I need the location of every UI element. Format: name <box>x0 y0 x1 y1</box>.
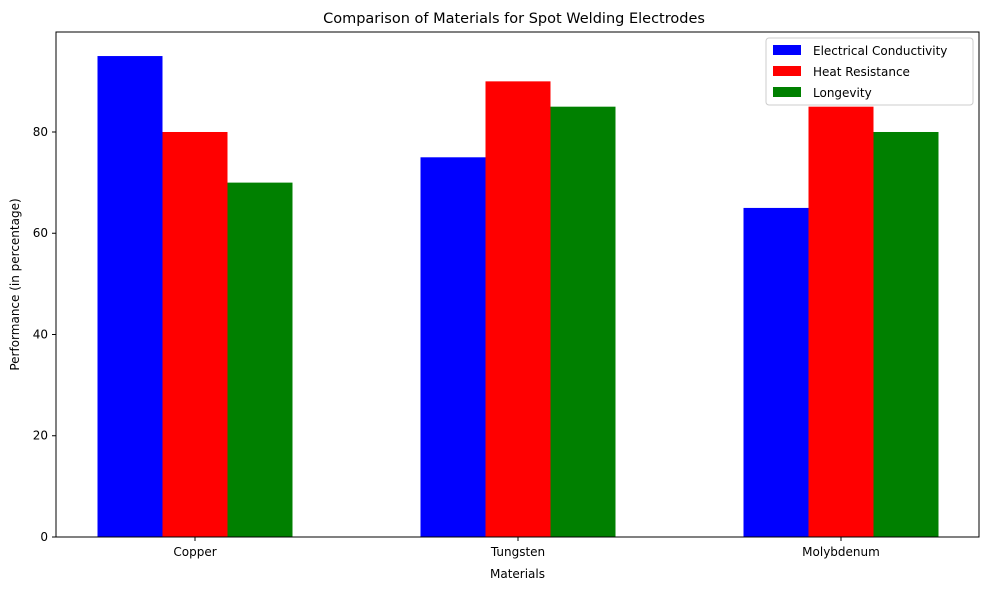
legend-label-electrical-conductivity: Electrical Conductivity <box>813 44 947 58</box>
legend-label-heat-resistance: Heat Resistance <box>813 65 910 79</box>
x-tick-label: Copper <box>173 545 216 559</box>
y-tick-label: 0 <box>40 530 48 544</box>
legend-label-longevity: Longevity <box>813 86 872 100</box>
bar-longevity-molybdenum <box>873 131 939 537</box>
bar-electrical-conductivity-tungsten <box>420 157 486 537</box>
bar-heat-resistance-molybdenum <box>808 106 874 537</box>
bar-electrical-conductivity-molybdenum <box>743 207 809 538</box>
y-tick-label: 80 <box>33 125 48 139</box>
chart-title: Comparison of Materials for Spot Welding… <box>323 11 705 27</box>
legend-swatch-longevity <box>773 87 801 97</box>
bar-longevity-tungsten <box>550 106 616 537</box>
bar-heat-resistance-tungsten <box>485 81 551 537</box>
bar-longevity-copper <box>227 182 293 538</box>
legend-swatch-heat-resistance <box>773 66 801 76</box>
x-tick-label: Molybdenum <box>802 545 880 559</box>
legend-swatch-electrical-conductivity <box>773 45 801 55</box>
ticks-layer: 0 20 40 60 80 Copper Tungsten Molybdenum <box>33 125 880 559</box>
y-tick-label: 20 <box>33 429 48 443</box>
y-tick-label: 60 <box>33 226 48 240</box>
bar-electrical-conductivity-copper <box>97 56 163 538</box>
bar-heat-resistance-copper <box>162 131 228 537</box>
x-tick-label: Tungsten <box>490 545 545 559</box>
y-axis-label: Performance (in percentage) <box>8 198 22 370</box>
y-tick-label: 40 <box>33 327 48 341</box>
x-axis-label: Materials <box>490 567 545 581</box>
legend-box <box>765 37 974 106</box>
bars-layer <box>97 56 939 538</box>
legend: Electrical Conductivity Heat Resistance Lo… <box>765 37 974 106</box>
